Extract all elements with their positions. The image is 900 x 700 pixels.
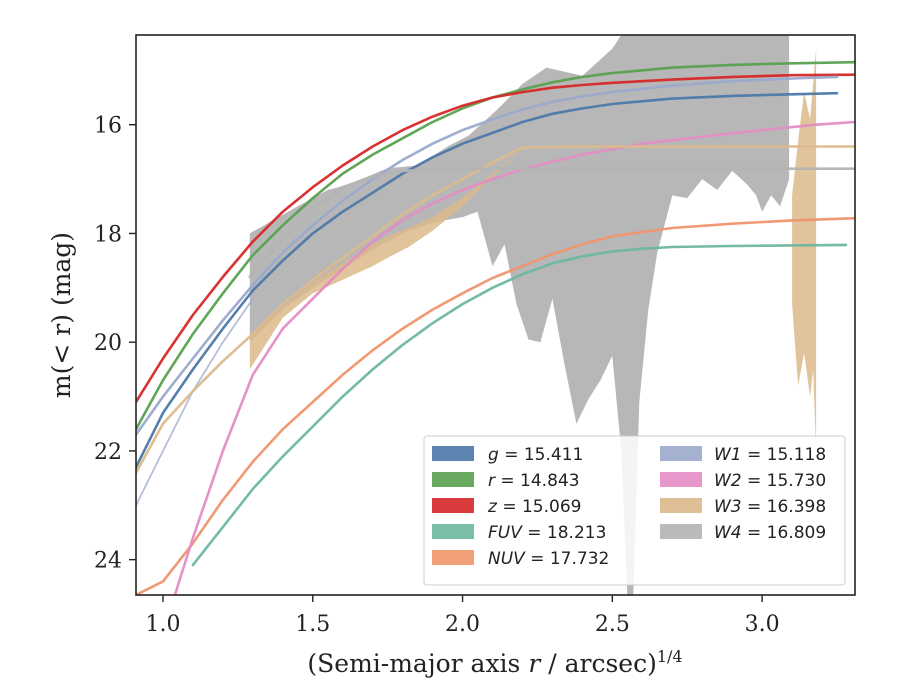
legend-swatch (432, 524, 474, 539)
legend-swatch (660, 472, 702, 487)
y-tick-label: 22 (94, 440, 122, 465)
legend-label: r = 14.843 (488, 471, 580, 491)
y-axis-ticks: 16 18 20 22 24 (94, 114, 136, 574)
legend-item-W4: W4 = 16.809 (660, 523, 826, 543)
y-axis-label: m(< r) (mag) (47, 232, 76, 398)
legend-item-r: r = 14.843 (432, 471, 580, 491)
legend-box (423, 435, 846, 586)
legend-item-W1: W1 = 15.118 (660, 445, 826, 465)
legend-item-W3: W3 = 16.398 (660, 497, 826, 517)
x-axis-label: (Semi-major axis r / arcsec)1/4 (307, 647, 682, 678)
y-tick-label: 24 (94, 549, 122, 574)
series-line-W3 (136, 145, 855, 475)
plot-frame (135, 34, 856, 596)
data-series-lines (136, 60, 855, 595)
legend-label: g = 15.411 (488, 445, 583, 465)
band-W3 (249, 149, 523, 370)
legend-swatch (660, 498, 702, 513)
legend-label: NUV = 17.732 (488, 549, 609, 569)
x-axis-label-variable: r (528, 649, 542, 678)
legend-label: W4 = 16.809 (714, 523, 826, 543)
legend-swatch (432, 472, 474, 487)
series-line-z (136, 73, 855, 404)
legend-label: W3 = 16.398 (714, 497, 826, 517)
legend-item-g: g = 15.411 (432, 445, 583, 465)
legend-label: z = 15.069 (487, 497, 581, 517)
x-tick-label: 1.0 (145, 612, 180, 637)
legend-item-FUV: FUV = 18.213 (432, 523, 606, 543)
y-tick-label: 18 (94, 222, 122, 247)
series-line-W2 (173, 120, 855, 595)
legend-swatch (432, 550, 474, 565)
x-tick-label: 1.5 (295, 612, 330, 637)
x-tick-label: 2.0 (445, 612, 480, 637)
series-line-NUV (136, 216, 855, 595)
series-line-r (136, 60, 855, 431)
legend-swatch (432, 498, 474, 513)
x-tick-label: 3.0 (745, 612, 780, 637)
series-line-FUV (191, 243, 848, 567)
x-tick-label: 2.5 (595, 612, 630, 637)
legend-label: W1 = 15.118 (714, 445, 826, 465)
series-line-W4 (248, 167, 855, 279)
legend-item-NUV: NUV = 17.732 (432, 549, 609, 569)
legend-swatch (660, 446, 702, 461)
legend-swatch (432, 446, 474, 461)
series-line-g (136, 91, 839, 469)
series-line-W1 (136, 75, 839, 436)
x-axis-label-unit: / arcsec) (540, 649, 657, 678)
legend-swatch (660, 524, 702, 539)
y-tick-label: 20 (94, 331, 122, 356)
legend-label: FUV = 18.213 (488, 523, 606, 543)
legend-label: W2 = 15.730 (714, 471, 826, 491)
legend-item-z: z = 15.069 (432, 497, 581, 517)
x-axis-label-prefix: (Semi-major axis (307, 649, 528, 678)
legend-item-W2: W2 = 15.730 (660, 471, 826, 491)
band-W3tail (792, 48, 817, 451)
legend: g = 15.411 r = 14.843 z = 15.069 FUV = 18.2… (423, 435, 846, 586)
x-axis-label-exponent: 1/4 (657, 647, 683, 666)
x-axis-ticks: 1.0 1.5 2.0 2.5 3.0 (145, 595, 780, 637)
y-tick-label: 16 (94, 114, 122, 139)
